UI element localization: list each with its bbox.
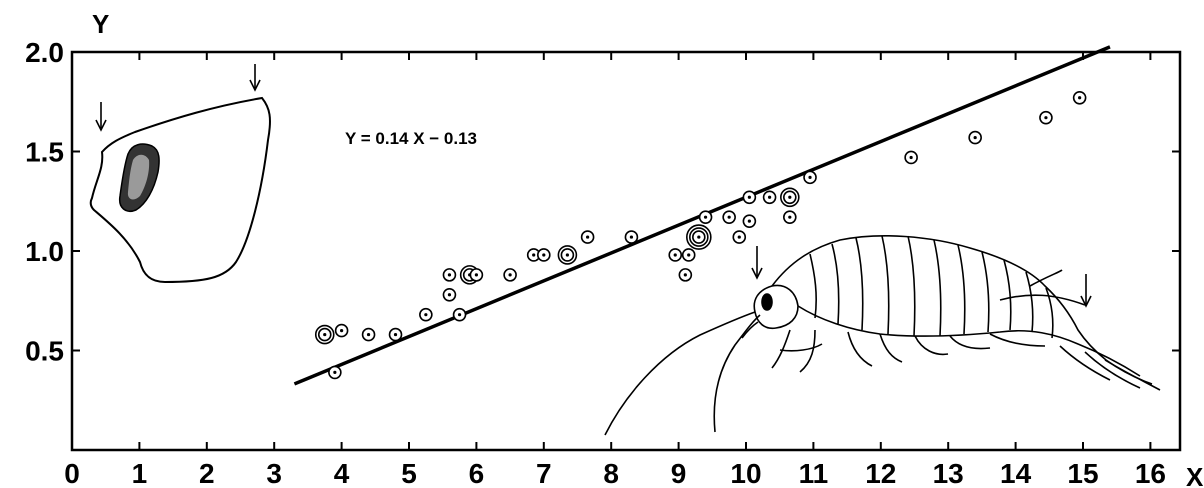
y-tick-label: 2.0 [25,37,64,68]
y-axis-label: Y [92,9,109,39]
x-tick-label: 1 [132,458,148,488]
data-point [678,268,693,282]
axis-ticks [72,51,1180,450]
amphipod-illustration [604,235,1161,436]
data-point [668,248,683,262]
data-point [328,365,342,380]
x-tick-label: 11 [799,458,829,488]
data-point [783,210,797,224]
data-point [780,187,800,208]
x-tick-label: 10 [730,458,761,488]
data-point [442,268,457,282]
data-point [686,224,712,250]
x-tick-label: 3 [266,458,282,488]
data-point [722,210,736,224]
x-tick-label: 8 [603,458,619,488]
data-point [361,327,376,342]
data-point [503,268,517,282]
arrow-icon [249,64,261,92]
arrow-icon [1080,274,1092,308]
x-tick-label: 9 [671,458,687,488]
data-point [469,268,484,282]
data-point [536,248,551,262]
regression-equation: Y = 0.14 X − 0.13 [345,129,477,148]
x-tick-label: 0 [64,458,80,488]
data-point [388,327,403,342]
data-point [442,287,457,302]
data-point [1039,110,1053,125]
x-tick-label: 7 [536,458,552,488]
x-tick-label: 4 [334,458,350,488]
plot-frame [70,50,1182,452]
data-point [698,210,713,224]
y-tick-label: 0.5 [25,336,64,367]
y-tick-label: 1.0 [25,236,64,267]
data-point [904,150,918,165]
x-tick-label: 13 [933,458,964,488]
data-point [557,245,578,265]
data-point [624,230,639,244]
arrow-icon [751,246,763,280]
data-point [968,130,982,145]
data-point [334,323,349,338]
x-tick-label: 12 [865,458,896,488]
data-point [452,307,467,322]
cross-section-illustration [89,64,271,284]
data-point [732,230,747,244]
x-tick-label: 5 [401,458,417,488]
data-point [803,170,817,185]
data-point [1072,90,1087,105]
data-points [314,90,1087,380]
x-tick-label: 15 [1067,458,1098,488]
data-point [762,190,777,205]
data-point [314,324,335,345]
tick-labels: 0 1 2 3 4 5 6 7 8 9 10 11 12 13 14 15 160.51.01.52.0 [25,37,1166,488]
data-point [580,230,595,244]
x-tick-label: 16 [1135,458,1166,488]
arrow-icon [95,102,107,132]
x-tick-label: 6 [469,458,485,488]
data-point [742,214,757,228]
x-tick-label: 2 [199,458,215,488]
x-tick-label: 14 [1000,458,1032,488]
data-point [681,248,696,262]
y-tick-label: 1.5 [25,137,64,168]
x-axis-label: X [1186,462,1204,488]
data-point [419,307,433,322]
data-point [742,190,757,205]
data-point [526,248,541,262]
